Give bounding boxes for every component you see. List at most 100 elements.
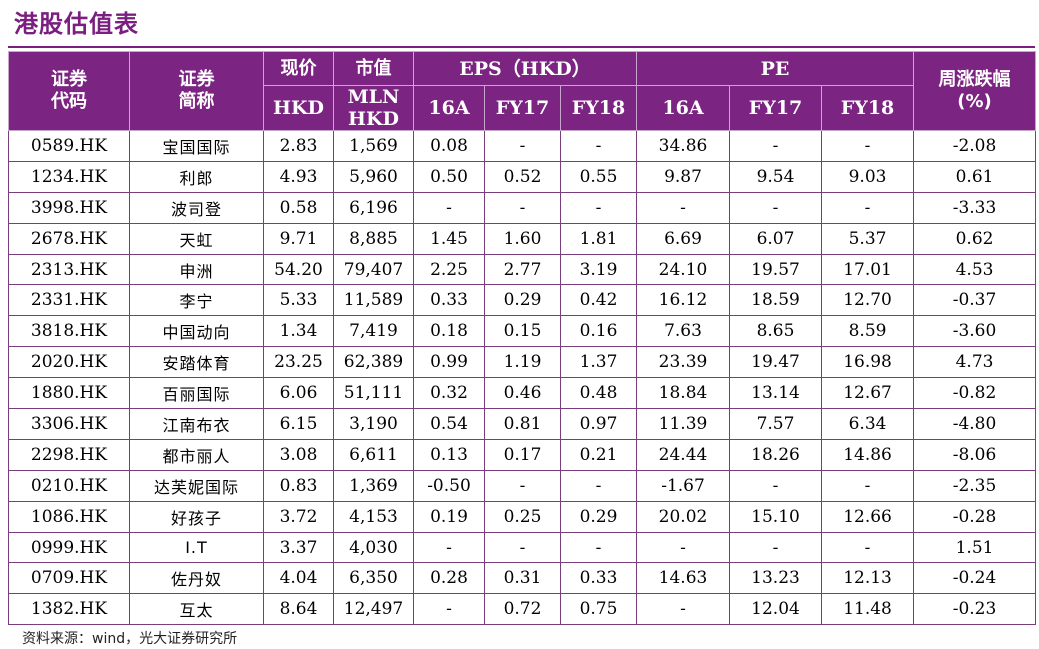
col-header-pe-16a: 16A: [636, 85, 731, 131]
cell-price: 23.25: [263, 346, 334, 379]
cell-pe-fy17: 13.23: [729, 562, 823, 595]
table-body: 0589.HK 宝国国际 2.83 1,569 0.08- -34.86- - -2.08 12…: [8, 130, 1037, 626]
table-row: 1382.HK 互太 8.64 12,497-0.72 0.75-12.04 11.48-…: [8, 593, 1037, 626]
cell-pe-fy17: 7.57: [729, 408, 823, 440]
cell-pe-16a: -: [636, 191, 731, 224]
cell-eps-fy17: 0.31: [484, 562, 561, 595]
cell-name: 波司登: [129, 191, 264, 224]
source-note: 资料来源：wind，光大证券研究所: [22, 631, 238, 647]
cell-weekly-change: 4.73: [913, 346, 1037, 379]
cell-pe-16a: 11.39: [636, 408, 731, 440]
cell-eps-16a: 0.18: [413, 315, 485, 348]
cell-mcap: 79,407: [333, 253, 414, 286]
cell-price: 6.06: [263, 377, 334, 410]
cell-weekly-change: -4.80: [913, 408, 1037, 440]
cell-code: 3306.HK: [8, 408, 130, 440]
cell-eps-16a: -: [413, 191, 485, 224]
cell-eps-16a: -: [413, 593, 485, 626]
cell-name: 申洲: [129, 253, 264, 286]
cell-code: 0999.HK: [8, 531, 130, 564]
table-row: 0709.HK 佐丹奴 4.04 6,350 0.28 0.31 0.33 14.63 13.2…: [8, 562, 1037, 595]
col-header-weekly-change: 周涨跌幅 (%): [913, 51, 1037, 131]
cell-mcap: 6,350: [333, 562, 414, 595]
cell-eps-fy18: 0.75: [559, 593, 638, 626]
cell-name: 互太: [129, 593, 264, 626]
cell-pe-fy17: 6.07: [729, 222, 823, 255]
cell-eps-fy17: 0.17: [484, 438, 561, 471]
cell-pe-16a: 9.87: [636, 160, 731, 193]
cell-weekly-change: 1.51: [913, 531, 1037, 564]
cell-price: 2.83: [263, 130, 334, 162]
cell-price: 54.20: [263, 253, 334, 286]
cell-mcap: 7,419: [333, 315, 414, 348]
cell-price: 4.93: [263, 160, 334, 193]
cell-eps-16a: 0.32: [413, 377, 485, 410]
cell-eps-fy17: 1.60: [484, 222, 561, 255]
cell-pe-fy18: 17.01: [821, 253, 915, 286]
cell-mcap: 6,196: [333, 191, 414, 224]
cell-eps-fy17: -: [484, 531, 561, 564]
cell-eps-16a: 0.50: [413, 160, 485, 193]
cell-price: 3.37: [263, 531, 334, 564]
col-header-eps-fy17: FY17: [484, 85, 561, 131]
cell-eps-fy18: 0.16: [559, 315, 638, 348]
cell-pe-fy17: -: [729, 191, 823, 224]
cell-code: 2331.HK: [8, 284, 130, 317]
cell-eps-fy17: -: [484, 130, 561, 162]
cell-pe-fy17: 18.26: [729, 438, 823, 471]
cell-code: 2313.HK: [8, 253, 130, 286]
table-row: 2313.HK 申洲 54.20 79,407 2.25 2.77 3.19 24.10 19.…: [8, 253, 1037, 286]
cell-mcap: 1,569: [333, 130, 414, 162]
valuation-table: 证券 代码 证券 简称 现价 市值 EPS（HKD） PE 周涨跌幅 (%) HKD …: [8, 51, 1037, 626]
cell-pe-16a: 7.63: [636, 315, 731, 348]
cell-pe-fy17: 12.04: [729, 593, 823, 626]
cell-weekly-change: -0.37: [913, 284, 1037, 317]
table-row: 1234.HK 利郎 4.93 5,960 0.50 0.52 0.55 9.87 9.54 9.…: [8, 160, 1037, 193]
cell-eps-fy18: -: [559, 191, 638, 224]
cell-code: 1382.HK: [8, 593, 130, 626]
cell-eps-fy18: 1.37: [559, 346, 638, 379]
cell-price: 8.64: [263, 593, 334, 626]
cell-price: 0.58: [263, 191, 334, 224]
col-header-pe-fy17: FY17: [729, 85, 823, 131]
table-row: 0999.HK I.T 3.37 4,030- - - - - -1.51: [8, 531, 1037, 564]
cell-eps-fy17: 0.46: [484, 377, 561, 410]
cell-price: 6.15: [263, 408, 334, 440]
cell-pe-fy17: 8.65: [729, 315, 823, 348]
cell-eps-fy18: -: [559, 130, 638, 162]
cell-eps-fy18: -: [559, 469, 638, 502]
cell-pe-fy18: 14.86: [821, 438, 915, 471]
col-header-eps-16a: 16A: [413, 85, 485, 131]
cell-pe-fy17: 19.57: [729, 253, 823, 286]
table-row: 2678.HK 天虹 9.71 8,885 1.45 1.60 1.81 6.69 6.07 5.…: [8, 222, 1037, 255]
cell-code: 0709.HK: [8, 562, 130, 595]
cell-name: 好孩子: [129, 500, 264, 533]
cell-pe-fy18: -: [821, 130, 915, 162]
cell-pe-16a: 16.12: [636, 284, 731, 317]
col-header-pe-group: PE: [636, 51, 915, 86]
cell-code: 2298.HK: [8, 438, 130, 471]
cell-pe-fy17: 15.10: [729, 500, 823, 533]
cell-eps-fy18: 0.55: [559, 160, 638, 193]
cell-eps-fy18: 0.48: [559, 377, 638, 410]
cell-code: 2678.HK: [8, 222, 130, 255]
cell-pe-fy18: -: [821, 191, 915, 224]
cell-eps-fy17: -: [484, 469, 561, 502]
cell-pe-16a: -: [636, 531, 731, 564]
cell-pe-fy18: 12.13: [821, 562, 915, 595]
cell-eps-16a: -: [413, 531, 485, 564]
cell-weekly-change: -2.35: [913, 469, 1037, 502]
cell-eps-fy17: 0.29: [484, 284, 561, 317]
table-row: 2298.HK 都市丽人 3.08 6,611 0.13 0.17 0.21 24.44 18.…: [8, 438, 1037, 471]
cell-weekly-change: -0.28: [913, 500, 1037, 533]
cell-pe-fy17: 13.14: [729, 377, 823, 410]
cell-pe-fy17: -: [729, 130, 823, 162]
cell-pe-fy18: 16.98: [821, 346, 915, 379]
cell-pe-fy17: -: [729, 469, 823, 502]
cell-pe-16a: 14.63: [636, 562, 731, 595]
cell-name: 中国动向: [129, 315, 264, 348]
title-divider: [8, 46, 1035, 48]
cell-weekly-change: -8.06: [913, 438, 1037, 471]
cell-weekly-change: -3.33: [913, 191, 1037, 224]
col-header-eps-group: EPS（HKD）: [412, 51, 638, 86]
